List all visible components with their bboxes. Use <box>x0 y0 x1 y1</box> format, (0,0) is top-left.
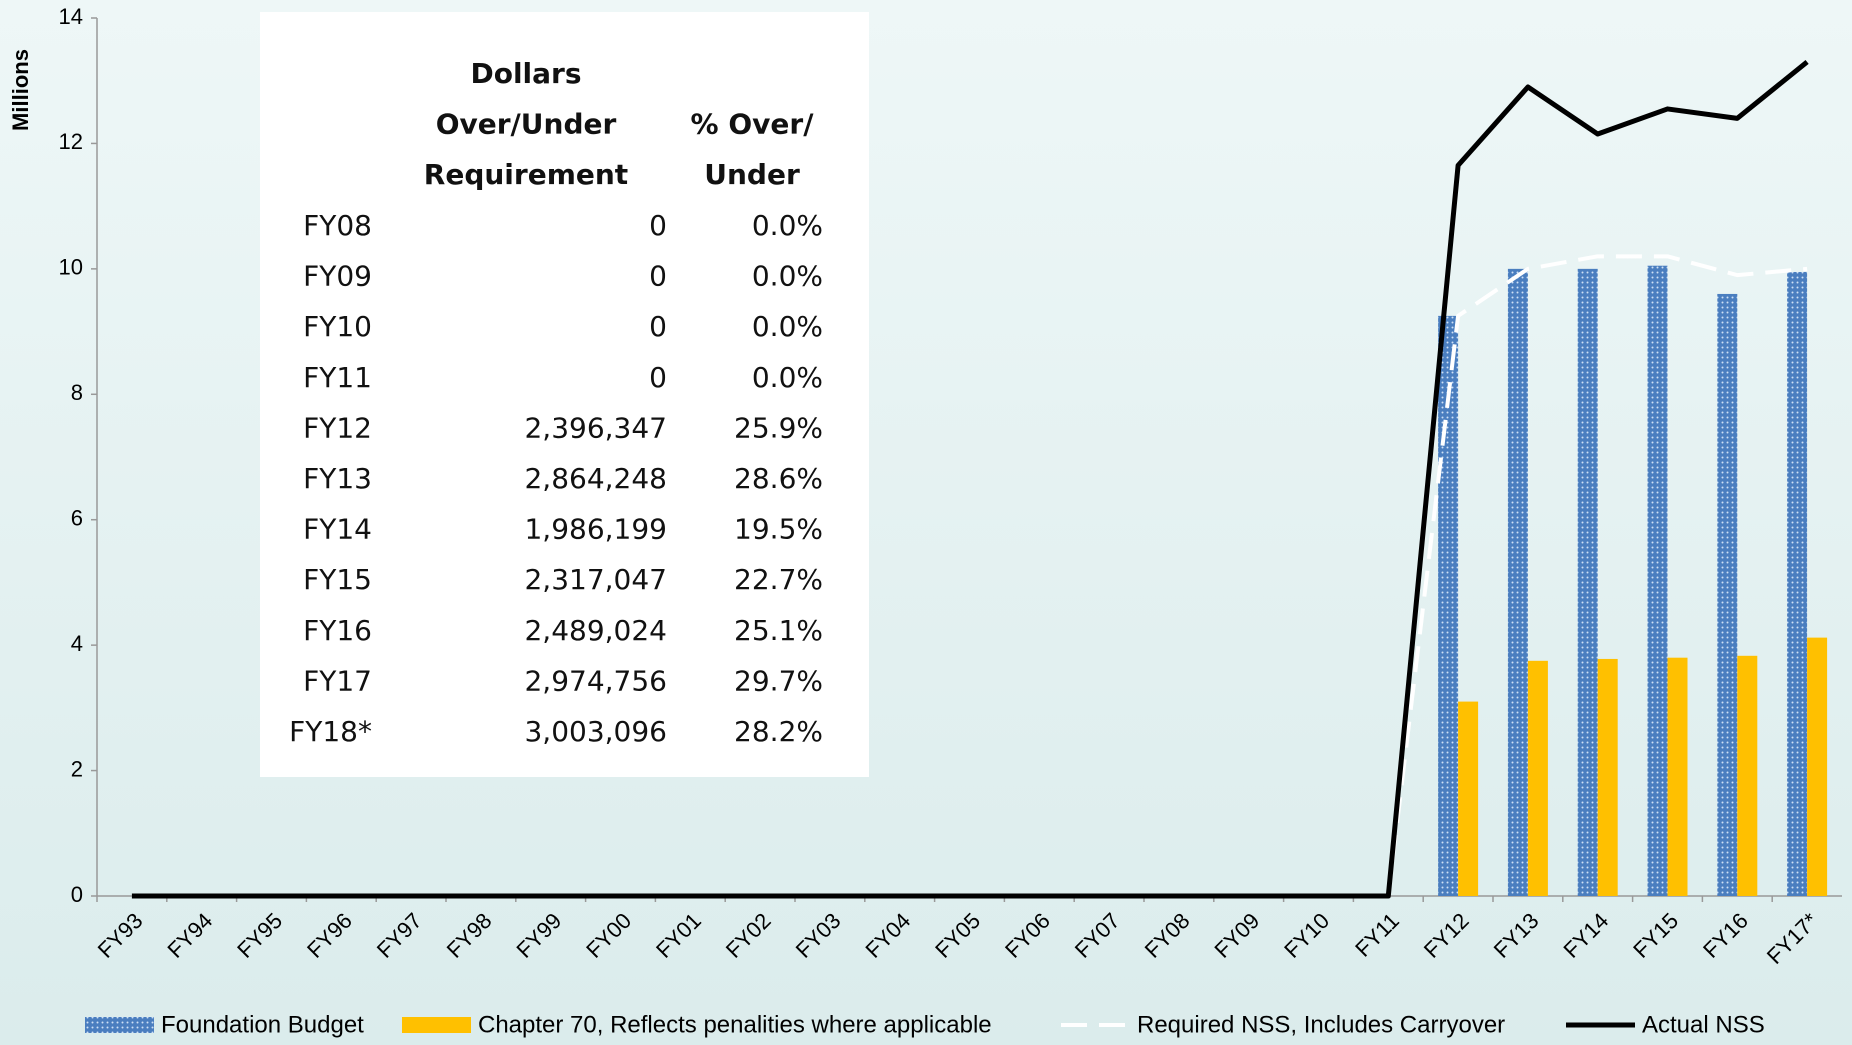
y-tick-label: 6 <box>71 506 83 531</box>
table-cell: 22.7% <box>734 563 823 596</box>
table-cell: FY17 <box>303 664 372 697</box>
table-cell: 0.0% <box>752 310 823 343</box>
bar <box>1787 271 1808 896</box>
bar <box>1737 655 1758 896</box>
bar <box>1597 658 1618 896</box>
table-cell: 0.0% <box>752 209 823 242</box>
table-cell: FY14 <box>303 513 372 546</box>
legend-swatch <box>85 1017 154 1033</box>
y-axis-label: Millions <box>8 49 33 131</box>
y-tick-label: 2 <box>71 756 83 781</box>
table-cell: 19.5% <box>734 513 823 546</box>
legend-label: Actual NSS <box>1642 1011 1765 1038</box>
table-header: Requirement <box>424 158 628 191</box>
table-header: Dollars <box>470 57 581 90</box>
bar <box>1647 265 1668 896</box>
y-tick-label: 10 <box>59 255 83 280</box>
table-cell: 2,396,347 <box>524 411 667 444</box>
table-cell: FY11 <box>303 361 372 394</box>
table-cell: 0 <box>649 260 667 293</box>
table-cell: FY18* <box>289 715 372 748</box>
table-header: % Over/ <box>691 108 815 141</box>
y-tick-label: 4 <box>71 631 83 656</box>
table-cell: 0 <box>649 209 667 242</box>
bar <box>1667 657 1688 896</box>
bar <box>1807 637 1828 896</box>
table-cell: 2,974,756 <box>524 664 667 697</box>
line <box>131 59 1809 899</box>
table-inset: Dollars Over/Under Requirement % Over/Under… <box>260 12 869 777</box>
table-cell: 0 <box>649 361 667 394</box>
table-cell: 3,003,096 <box>524 715 667 748</box>
legend: Foundation Budget Chapter 70, Reflects pe… <box>85 1011 1765 1038</box>
table-cell: 0.0% <box>752 361 823 394</box>
y-tick-label: 14 <box>59 4 83 29</box>
table-cell: 1,986,199 <box>524 513 667 546</box>
legend-swatch <box>402 1017 471 1033</box>
table-cell: 28.2% <box>734 715 823 748</box>
table-cell: 0.0% <box>752 260 823 293</box>
legend-label: Foundation Budget <box>161 1011 364 1038</box>
table-header: Under <box>704 158 800 191</box>
table-cell: FY16 <box>303 614 372 647</box>
y-tick-label: 12 <box>59 129 83 154</box>
table-cell: FY15 <box>303 563 372 596</box>
bar <box>1717 293 1738 896</box>
bar <box>1527 660 1548 896</box>
table-cell: FY08 <box>303 209 372 242</box>
table-cell: 25.1% <box>734 614 823 647</box>
bar <box>1438 315 1459 897</box>
table-box <box>260 12 869 777</box>
table-header: Over/Under <box>436 108 617 141</box>
table-cell: FY12 <box>303 411 372 444</box>
table-cell: 29.7% <box>734 664 823 697</box>
y-tick-label: 0 <box>71 882 83 907</box>
bar <box>1577 268 1598 896</box>
table-cell: 2,864,248 <box>524 462 667 495</box>
table-cell: FY13 <box>303 462 372 495</box>
bar <box>1458 701 1479 896</box>
table-cell: FY09 <box>303 260 372 293</box>
table-cell: 2,489,024 <box>524 614 667 647</box>
bar <box>1507 268 1528 896</box>
legend-label: Required NSS, Includes Carryover <box>1137 1011 1505 1038</box>
table-cell: 2,317,047 <box>524 563 667 596</box>
legend-label: Chapter 70, Reflects penalities where ap… <box>478 1011 992 1038</box>
table-cell: 0 <box>649 310 667 343</box>
y-tick-label: 8 <box>71 380 83 405</box>
table-cell: FY10 <box>303 310 372 343</box>
table-cell: 25.9% <box>734 411 823 444</box>
table-cell: 28.6% <box>734 462 823 495</box>
